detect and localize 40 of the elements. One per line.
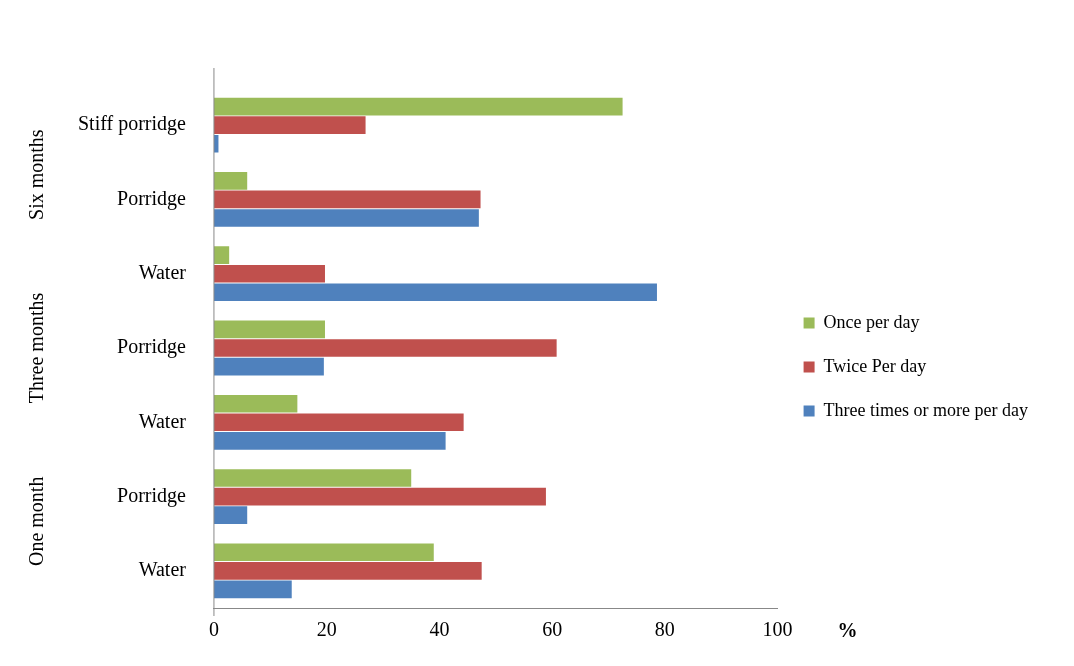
bar xyxy=(213,432,446,450)
y-tick-label: Porridge xyxy=(117,186,187,210)
x-tick-label: 0 xyxy=(208,618,219,641)
y-tick-label: Stiff porridge xyxy=(78,112,187,136)
bar xyxy=(213,413,464,432)
text: Three months xyxy=(25,292,48,404)
y-tick-label: Porridge xyxy=(117,335,187,359)
bar xyxy=(213,580,292,599)
bar xyxy=(213,394,298,413)
bar xyxy=(213,543,434,562)
bar xyxy=(213,172,248,190)
bar xyxy=(213,190,481,209)
legend-label: Three times or more per day xyxy=(823,399,1029,420)
bar xyxy=(213,487,546,506)
bar xyxy=(213,246,230,264)
legend-label: Once per day xyxy=(823,311,920,332)
bar xyxy=(213,506,248,524)
bar xyxy=(213,283,657,302)
bar xyxy=(213,116,366,134)
y-tick-label: Water xyxy=(138,558,187,581)
x-tick-label: 100 xyxy=(762,618,793,641)
text: One month xyxy=(25,476,48,567)
bar xyxy=(213,264,325,283)
x-axis-title: % xyxy=(837,619,858,642)
bar xyxy=(213,357,324,376)
x-tick-label: 80 xyxy=(654,618,675,641)
y-tick-label: Porridge xyxy=(117,483,187,507)
text: Six months xyxy=(25,129,48,220)
y-tick-label: Water xyxy=(138,260,187,283)
x-tick-label: 20 xyxy=(316,618,337,641)
bar xyxy=(213,339,557,357)
bar xyxy=(213,97,623,116)
bar xyxy=(213,562,482,580)
legend-label: Twice Per day xyxy=(823,355,927,376)
x-tick-label: 60 xyxy=(542,618,563,641)
x-tick-label: 40 xyxy=(429,618,450,641)
bar xyxy=(213,209,479,227)
y-tick-label: Water xyxy=(138,409,187,432)
bar xyxy=(213,469,412,487)
bar xyxy=(213,320,325,339)
